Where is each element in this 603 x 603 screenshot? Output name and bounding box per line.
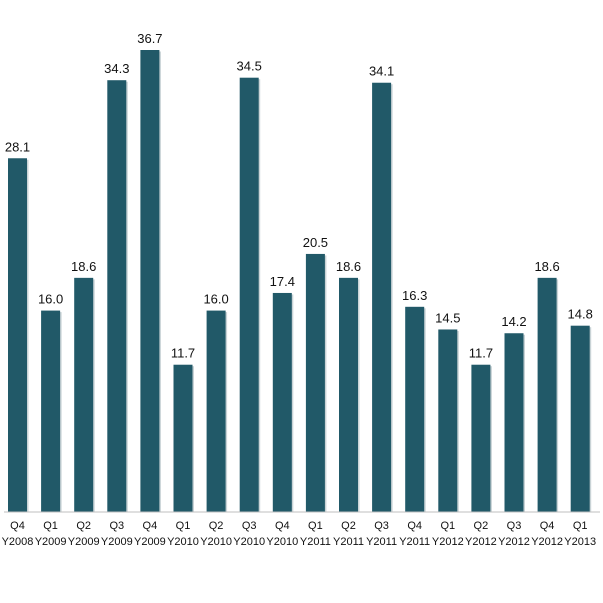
bar [206, 310, 226, 512]
x-tick-label: Q3 Y2009 [101, 520, 133, 548]
x-tick-year: Y2012 [432, 536, 464, 548]
x-tick-quarter: Q3 [109, 520, 124, 532]
x-tick-quarter: Q3 [507, 520, 522, 532]
x-tick-quarter: Q1 [308, 520, 323, 532]
x-tick-year: Y2011 [333, 536, 364, 548]
x-tick-label: Q4 Y2011 [399, 520, 430, 548]
bar [438, 329, 458, 512]
x-tick-label: Q1 Y2011 [300, 520, 331, 548]
x-tick-quarter: Q1 [43, 520, 58, 532]
x-tick-quarter: Q3 [242, 520, 257, 532]
x-tick-year: Y2011 [300, 536, 331, 548]
x-tick-quarter: Q2 [76, 520, 91, 532]
x-tick-quarter: Q4 [407, 520, 422, 532]
x-tick-quarter: Q4 [540, 520, 555, 532]
x-tick-label: Q4 Y2012 [531, 520, 563, 548]
x-tick-quarter: Q4 [10, 520, 25, 532]
bar [471, 364, 491, 512]
bar [570, 325, 590, 512]
x-tick-label: Q4 Y2008 [2, 520, 34, 548]
bar [504, 333, 524, 512]
bar [41, 310, 61, 512]
x-tick-label: Q2 Y2011 [333, 520, 364, 548]
data-label: 11.7 [171, 346, 195, 361]
data-label: 16.0 [203, 292, 228, 307]
data-label: 34.3 [104, 61, 129, 76]
x-tick-quarter: Q2 [474, 520, 489, 532]
x-tick-label: Q2 Y2009 [68, 520, 100, 548]
x-tick-year: Y2010 [200, 536, 232, 548]
x-tick-year: Y2013 [564, 536, 596, 548]
data-label: 34.1 [369, 64, 394, 79]
data-label: 20.5 [303, 235, 328, 250]
x-tick-label: Q2 Y2012 [465, 520, 497, 548]
data-label: 17.4 [270, 274, 295, 289]
data-label: 34.5 [237, 59, 262, 74]
x-tick-year: Y2009 [101, 536, 133, 548]
value-labels-layer: 28.1 16.0 18.6 34.3 36.7 11.7 16.0 34.5 17.4 20.5… [5, 31, 593, 361]
x-tick-year: Y2009 [68, 536, 100, 548]
x-tick-label: Q3 Y2012 [498, 520, 530, 548]
x-tick-quarter: Q4 [143, 520, 158, 532]
x-tick-label: Q4 Y2009 [134, 520, 166, 548]
bar [272, 292, 292, 512]
data-label: 14.5 [435, 310, 460, 325]
x-tick-year: Y2010 [167, 536, 199, 548]
x-tick-year: Y2008 [2, 536, 34, 548]
data-label: 14.2 [501, 314, 526, 329]
x-tick-label: Q3 Y2011 [366, 520, 397, 548]
data-label: 36.7 [137, 31, 162, 46]
bar [140, 50, 160, 512]
data-label: 28.1 [5, 139, 30, 154]
x-tick-quarter: Q4 [275, 520, 290, 532]
bar [372, 82, 392, 512]
x-tick-year: Y2009 [35, 536, 67, 548]
bar [239, 77, 259, 512]
data-label: 18.6 [336, 259, 361, 274]
x-tick-quarter: Q1 [440, 520, 455, 532]
bar [305, 253, 325, 512]
x-tick-quarter: Q3 [374, 520, 389, 532]
x-tick-label: Q2 Y2010 [200, 520, 232, 548]
x-tick-year: Y2012 [465, 536, 497, 548]
x-tick-label: Q1 Y2013 [564, 520, 596, 548]
x-tick-label: Q4 Y2010 [266, 520, 298, 548]
x-tick-label: Q1 Y2009 [35, 520, 67, 548]
x-tick-label: Q1 Y2010 [167, 520, 199, 548]
x-tick-labels-layer: Q4 Y2008 Q1 Y2009 Q2 Y2009 Q3 Y2009 Q4 Y2009 Q1 Y20… [2, 520, 597, 548]
data-label: 16.0 [38, 292, 63, 307]
bar [74, 277, 94, 512]
x-tick-year: Y2011 [366, 536, 397, 548]
data-label: 16.3 [402, 288, 427, 303]
bar [173, 364, 193, 512]
x-tick-year: Y2010 [233, 536, 265, 548]
x-tick-quarter: Q2 [341, 520, 356, 532]
x-tick-year: Y2010 [266, 536, 298, 548]
bar [8, 158, 27, 512]
data-label: 14.8 [568, 307, 593, 322]
x-tick-label: Q3 Y2010 [233, 520, 265, 548]
bar [339, 277, 358, 512]
bar [405, 306, 425, 512]
x-tick-year: Y2012 [531, 536, 563, 548]
x-tick-label: Q1 Y2012 [432, 520, 464, 548]
data-label: 18.6 [71, 259, 96, 274]
x-tick-year: Y2011 [399, 536, 430, 548]
data-label: 11.7 [469, 346, 493, 361]
x-tick-quarter: Q1 [176, 520, 191, 532]
x-tick-year: Y2012 [498, 536, 530, 548]
bars-layer [8, 50, 592, 513]
bar [537, 277, 557, 512]
x-tick-year: Y2009 [134, 536, 166, 548]
bar [107, 80, 127, 513]
x-tick-quarter: Q1 [573, 520, 588, 532]
data-label: 18.6 [534, 259, 559, 274]
x-tick-quarter: Q2 [209, 520, 224, 532]
